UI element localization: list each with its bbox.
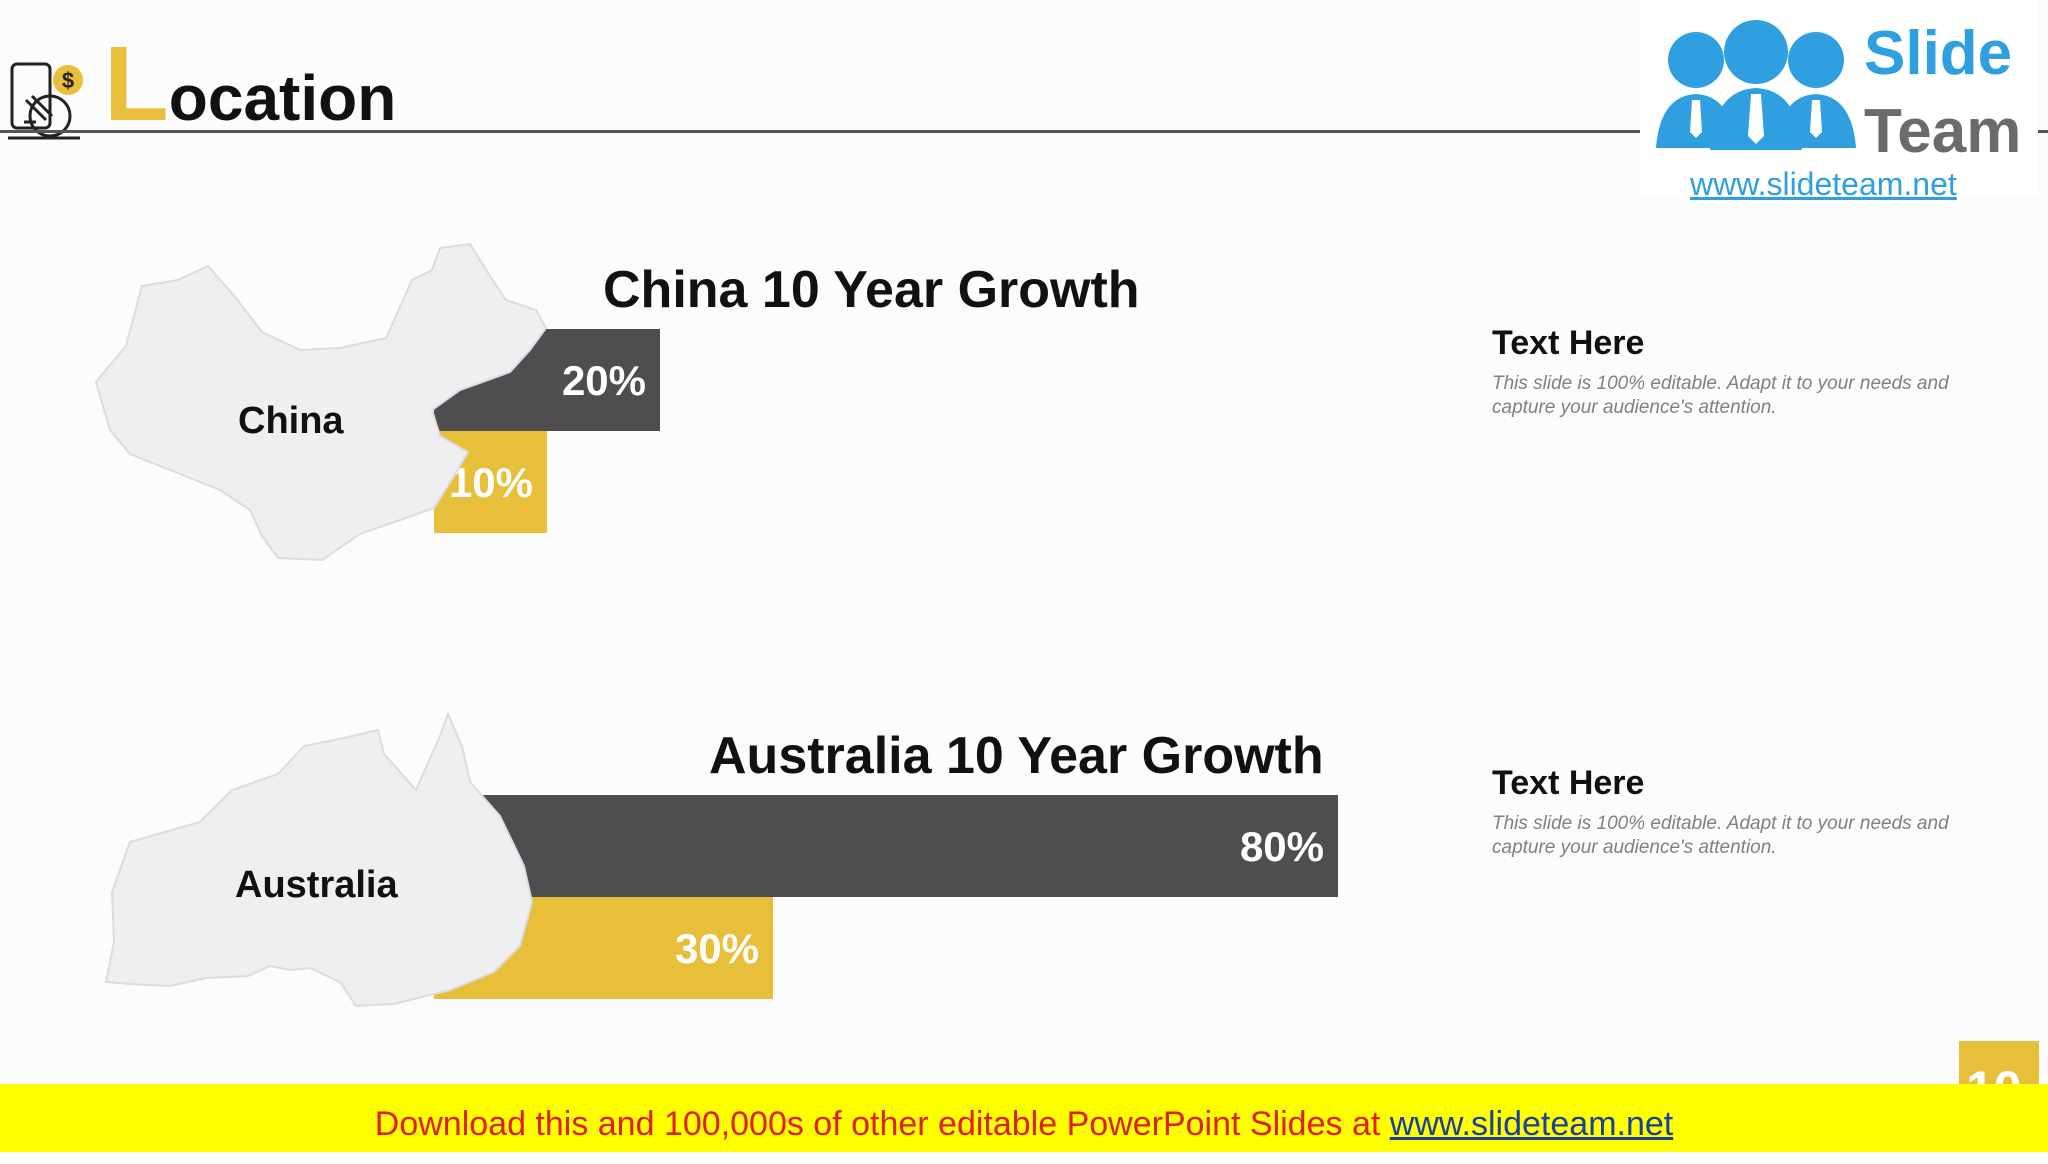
- china-chart-title: China 10 Year Growth: [603, 261, 1140, 319]
- australia-chart-title: Australia 10 Year Growth: [709, 727, 1324, 785]
- chart-1-data-label-0: 80%: [1240, 823, 1324, 870]
- finance-touch-icon: $: [8, 62, 83, 140]
- china-note-heading: Text Here: [1492, 324, 1645, 362]
- chart-1-bars: 80% 30%: [434, 795, 1338, 999]
- logo-url-link[interactable]: www.slideteam.net: [1690, 166, 1957, 202]
- chart-0-data-label-1: 10%: [449, 459, 533, 506]
- slideteam-logo: Slide Team www.slideteam.net: [1640, 0, 2038, 202]
- china-map-shape: [94, 242, 548, 562]
- logo-word-slide: Slide: [1864, 19, 2013, 88]
- australia-panel: 80% 30% Australia Australia 10 Year Growt…: [0, 706, 2048, 1046]
- logo-word-team: Team: [1864, 97, 2022, 166]
- title-divider: [0, 130, 2048, 133]
- australia-note-body: This slide is 100% editable. Adapt it to…: [1492, 813, 1949, 858]
- title-rest: ocation: [168, 62, 397, 134]
- title-initial: L: [104, 25, 169, 143]
- chart-1-bar-0: [434, 795, 1338, 897]
- chart-0-data-label-0: 20%: [562, 357, 646, 404]
- page-title: Location: [104, 31, 397, 137]
- china-panel: 20% 10% China China 10 Year Growth Text H…: [0, 240, 2048, 580]
- team-people-icon: [1656, 20, 1856, 150]
- china-note-body: This slide is 100% editable. Adapt it to…: [1492, 373, 1949, 418]
- australia-note-heading: Text Here: [1492, 764, 1645, 802]
- svg-text:$: $: [62, 68, 74, 93]
- australia-map-shape: [104, 711, 534, 1008]
- china-map-label: China: [238, 400, 344, 442]
- australia-map-label: Australia: [235, 864, 398, 906]
- footer-link[interactable]: www.slideteam.net: [1389, 1105, 1674, 1143]
- chart-1-data-label-1: 30%: [675, 925, 759, 972]
- footer-banner: Download this and 100,000s of other edit…: [0, 1084, 2048, 1152]
- footer-text: Download this and 100,000s of other edit…: [374, 1105, 1390, 1143]
